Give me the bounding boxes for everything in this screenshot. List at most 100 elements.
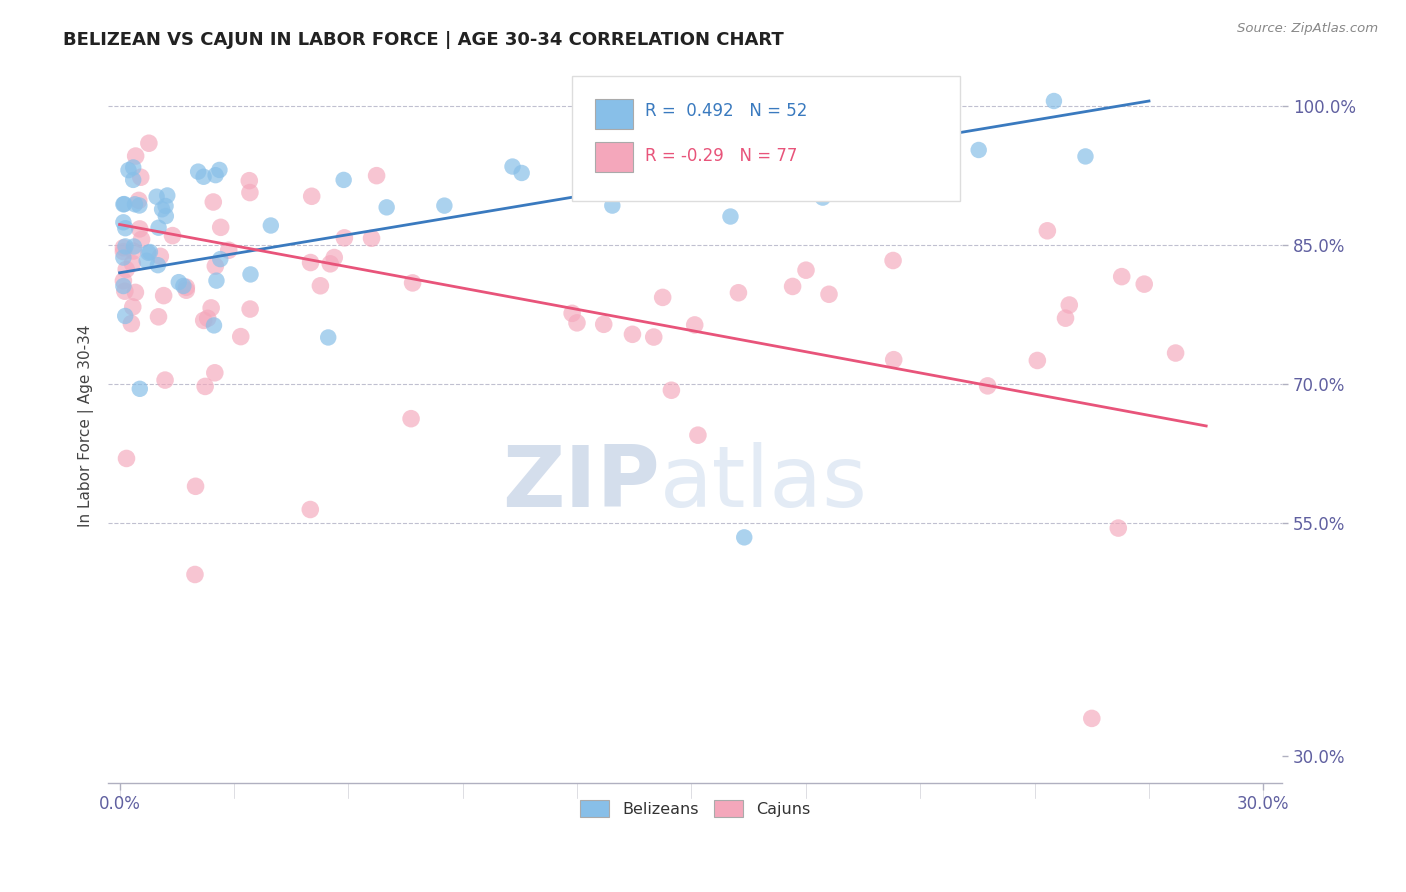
Point bbox=[193, 313, 215, 327]
Text: ZIP: ZIP bbox=[502, 442, 659, 524]
Point bbox=[299, 502, 322, 516]
Point bbox=[208, 163, 231, 178]
Point bbox=[260, 219, 283, 233]
Point bbox=[1036, 224, 1059, 238]
Point bbox=[184, 567, 207, 582]
FancyBboxPatch shape bbox=[596, 99, 633, 129]
Text: R =  0.492   N = 52: R = 0.492 N = 52 bbox=[645, 103, 807, 120]
Point bbox=[1054, 311, 1077, 326]
Point bbox=[883, 352, 905, 367]
Point bbox=[148, 220, 170, 235]
Point bbox=[124, 197, 146, 211]
Point bbox=[1074, 149, 1097, 163]
Text: atlas: atlas bbox=[659, 442, 868, 524]
Point bbox=[112, 274, 135, 288]
Point bbox=[661, 384, 683, 398]
Point bbox=[319, 257, 342, 271]
Point bbox=[122, 173, 145, 187]
Point bbox=[229, 329, 252, 343]
Point bbox=[112, 197, 135, 211]
Point bbox=[366, 169, 388, 183]
Point bbox=[149, 249, 172, 263]
Point bbox=[129, 170, 152, 185]
Point bbox=[1043, 94, 1066, 108]
Y-axis label: In Labor Force | Age 30-34: In Labor Force | Age 30-34 bbox=[79, 325, 94, 527]
Point bbox=[124, 285, 146, 300]
Point bbox=[621, 327, 644, 342]
Point bbox=[155, 209, 177, 223]
Point bbox=[651, 290, 673, 304]
Point bbox=[401, 276, 423, 290]
Point bbox=[1026, 353, 1049, 368]
Point bbox=[135, 253, 157, 268]
Point bbox=[187, 164, 209, 178]
Point bbox=[162, 228, 184, 243]
Point bbox=[299, 255, 322, 269]
Point bbox=[592, 318, 614, 332]
Point bbox=[238, 174, 260, 188]
Point bbox=[202, 318, 225, 333]
FancyBboxPatch shape bbox=[596, 142, 633, 172]
Point bbox=[204, 259, 226, 273]
Point bbox=[1081, 711, 1104, 725]
Point bbox=[720, 210, 742, 224]
Text: BELIZEAN VS CAJUN IN LABOR FORCE | AGE 30-34 CORRELATION CHART: BELIZEAN VS CAJUN IN LABOR FORCE | AGE 3… bbox=[63, 31, 785, 49]
Point bbox=[333, 231, 356, 245]
Point bbox=[122, 244, 145, 258]
Point bbox=[112, 279, 135, 293]
Point bbox=[117, 163, 139, 178]
Point bbox=[209, 220, 232, 235]
Point bbox=[148, 310, 170, 324]
Point bbox=[184, 479, 207, 493]
Point bbox=[941, 130, 963, 145]
Point bbox=[112, 241, 135, 255]
Point bbox=[200, 301, 222, 315]
Point bbox=[204, 168, 226, 182]
Point bbox=[399, 411, 422, 425]
Point bbox=[145, 190, 167, 204]
Point bbox=[239, 301, 262, 316]
Point bbox=[121, 300, 143, 314]
Text: R = -0.29   N = 77: R = -0.29 N = 77 bbox=[645, 147, 797, 165]
Point bbox=[811, 191, 834, 205]
Point bbox=[138, 136, 160, 151]
Point bbox=[218, 244, 240, 258]
Point bbox=[172, 279, 194, 293]
Point bbox=[209, 252, 232, 266]
Point bbox=[128, 198, 150, 212]
Point bbox=[643, 330, 665, 344]
Point bbox=[150, 202, 173, 217]
Point bbox=[121, 256, 143, 270]
Point bbox=[153, 373, 176, 387]
Point bbox=[112, 244, 135, 259]
Point bbox=[239, 268, 262, 282]
Point bbox=[138, 245, 160, 260]
Point bbox=[156, 188, 179, 202]
Point bbox=[433, 199, 456, 213]
Point bbox=[131, 232, 153, 246]
Point bbox=[194, 379, 217, 393]
Point bbox=[1111, 269, 1133, 284]
Point bbox=[176, 283, 198, 297]
Point bbox=[375, 200, 398, 214]
Point bbox=[921, 175, 943, 189]
Point bbox=[112, 215, 135, 229]
Point bbox=[114, 221, 136, 235]
Point bbox=[204, 366, 226, 380]
Point bbox=[115, 451, 138, 466]
Text: Source: ZipAtlas.com: Source: ZipAtlas.com bbox=[1237, 22, 1378, 36]
Point bbox=[782, 279, 804, 293]
Point bbox=[122, 239, 145, 253]
Point bbox=[316, 330, 339, 344]
Point bbox=[114, 239, 136, 253]
Point bbox=[239, 186, 262, 200]
Point bbox=[112, 197, 135, 211]
Point bbox=[197, 311, 219, 326]
Point bbox=[1059, 298, 1081, 312]
Point bbox=[332, 173, 354, 187]
Point bbox=[818, 287, 841, 301]
Point bbox=[672, 113, 695, 128]
Point bbox=[112, 251, 135, 265]
Point bbox=[360, 231, 382, 245]
Point bbox=[967, 143, 990, 157]
